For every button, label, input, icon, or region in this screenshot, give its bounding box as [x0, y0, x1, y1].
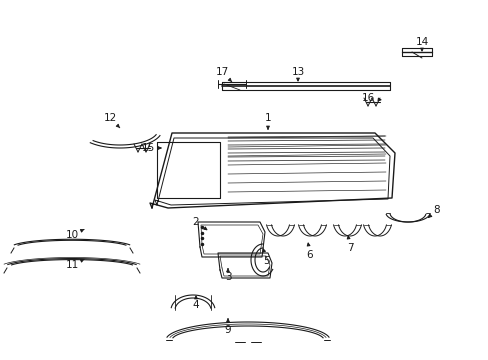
Text: 8: 8: [428, 205, 439, 217]
Text: 11: 11: [65, 260, 84, 270]
Text: 4: 4: [192, 296, 199, 310]
Text: 14: 14: [414, 37, 428, 51]
Text: 13: 13: [291, 67, 304, 81]
Text: 1: 1: [264, 113, 271, 129]
Text: 3: 3: [224, 269, 231, 282]
Text: 5: 5: [262, 249, 270, 266]
Text: 9: 9: [224, 319, 231, 335]
Text: 6: 6: [306, 243, 313, 260]
Text: 10: 10: [65, 229, 84, 240]
Text: 15: 15: [141, 143, 161, 153]
Text: 7: 7: [346, 236, 353, 253]
Text: 17: 17: [215, 67, 231, 82]
Text: 2: 2: [192, 217, 206, 230]
Text: 16: 16: [361, 93, 380, 103]
Text: 12: 12: [103, 113, 120, 128]
